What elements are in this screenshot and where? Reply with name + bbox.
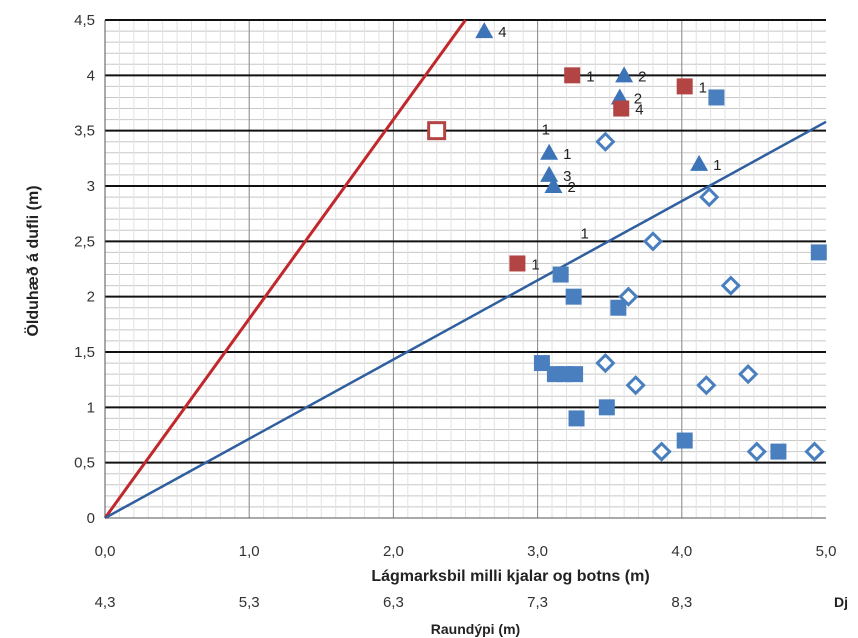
triangle-marker	[690, 154, 709, 171]
x-tick-label: 3,0	[527, 543, 548, 560]
diamond-marker	[625, 375, 646, 396]
diamond-marker	[746, 441, 767, 462]
point-label: 1	[531, 256, 539, 273]
diamond-marker	[595, 352, 616, 374]
blue-square-marker	[533, 355, 550, 372]
secondary-x-tick-label: 7,3	[527, 594, 548, 611]
y-tick-label: 2	[87, 289, 95, 306]
y-tick-label: 0	[87, 510, 95, 527]
axes: 0 0,5 1 1,5 2 2,5 3 3,5 4 4,5 0,0 1,0 2,0 3,0 4,0 5,0 Lá…	[23, 12, 848, 637]
blue-square-marker	[552, 266, 569, 283]
blue-square-marker	[810, 244, 827, 261]
diamond-marker	[642, 231, 664, 252]
y-axis-title: Ölduhæð á dufli (m)	[23, 185, 42, 336]
blue-square-marker	[598, 399, 615, 416]
point-label: 1	[542, 121, 550, 138]
trend-line-blue	[104, 120, 827, 520]
point-label: 1	[713, 157, 721, 174]
diamond-marker	[738, 364, 759, 385]
red-square-marker	[613, 100, 630, 117]
y-tick-label: 4	[87, 67, 95, 84]
blue-square-marker	[565, 288, 582, 305]
diamond-marker	[651, 441, 672, 462]
y-tick-label: 3,5	[74, 123, 95, 140]
secondary-x-tick-label: 5,3	[239, 594, 260, 611]
data-points	[427, 22, 827, 462]
x-tick-label: 4,0	[671, 543, 692, 560]
y-tick-label: 1,5	[74, 344, 95, 361]
secondary-x-axis-title: Raundýpi (m)	[431, 621, 520, 637]
point-label: 4	[498, 24, 506, 41]
diamond-marker	[699, 186, 720, 208]
x-tick-label: 2,0	[383, 543, 404, 560]
trend-line-red	[103, 19, 467, 519]
x-tick-label: 5,0	[816, 543, 837, 560]
x-tick-label: 0,0	[95, 543, 116, 560]
triangle-marker	[615, 66, 634, 83]
diamond-marker	[804, 441, 825, 462]
point-label: 2	[638, 68, 646, 85]
trend-lines	[103, 19, 827, 520]
x-axis-title: Lágmarksbil milli kjalar og botns (m)	[371, 568, 649, 585]
diamond-marker	[595, 131, 616, 152]
triangle-marker	[540, 143, 559, 160]
secondary-x-edge-label: Dj	[834, 594, 848, 610]
point-label: 2	[634, 90, 642, 107]
point-label: 1	[581, 225, 589, 242]
red-square-marker	[509, 255, 526, 272]
point-label: 1	[563, 146, 571, 163]
y-tick-label: 3	[87, 178, 95, 195]
blue-square-marker	[567, 366, 584, 383]
point-label: 2	[567, 179, 575, 196]
diamond-marker	[696, 375, 717, 396]
point-label: 3	[563, 168, 571, 185]
point-label: 1	[586, 68, 594, 85]
y-tick-label: 2,5	[74, 233, 95, 250]
red-square-marker	[564, 67, 581, 84]
triangle-marker	[475, 22, 494, 39]
grid	[105, 19, 826, 518]
red-hollow-square-marker	[427, 121, 447, 141]
y-tick-label: 4,5	[74, 12, 95, 29]
secondary-x-tick-label: 6,3	[383, 594, 404, 611]
x-tick-label: 1,0	[239, 543, 260, 560]
blue-square-marker	[676, 432, 693, 449]
secondary-x-tick-label: 8,3	[671, 594, 692, 611]
secondary-x-tick-label: 4,3	[95, 594, 116, 611]
point-label: 1	[699, 79, 707, 96]
diamond-marker	[618, 286, 639, 307]
triangle-marker	[544, 177, 563, 193]
blue-square-marker	[568, 410, 585, 427]
diamond-marker	[720, 275, 741, 296]
y-tick-label: 1	[87, 399, 95, 416]
blue-square-marker	[708, 89, 725, 106]
point-label: 4	[635, 102, 643, 119]
blue-square-marker	[770, 443, 787, 460]
triangle-marker	[610, 88, 629, 105]
blue-square-marker	[610, 299, 627, 316]
y-tick-label: 0,5	[74, 455, 95, 472]
red-square-marker	[676, 78, 693, 95]
